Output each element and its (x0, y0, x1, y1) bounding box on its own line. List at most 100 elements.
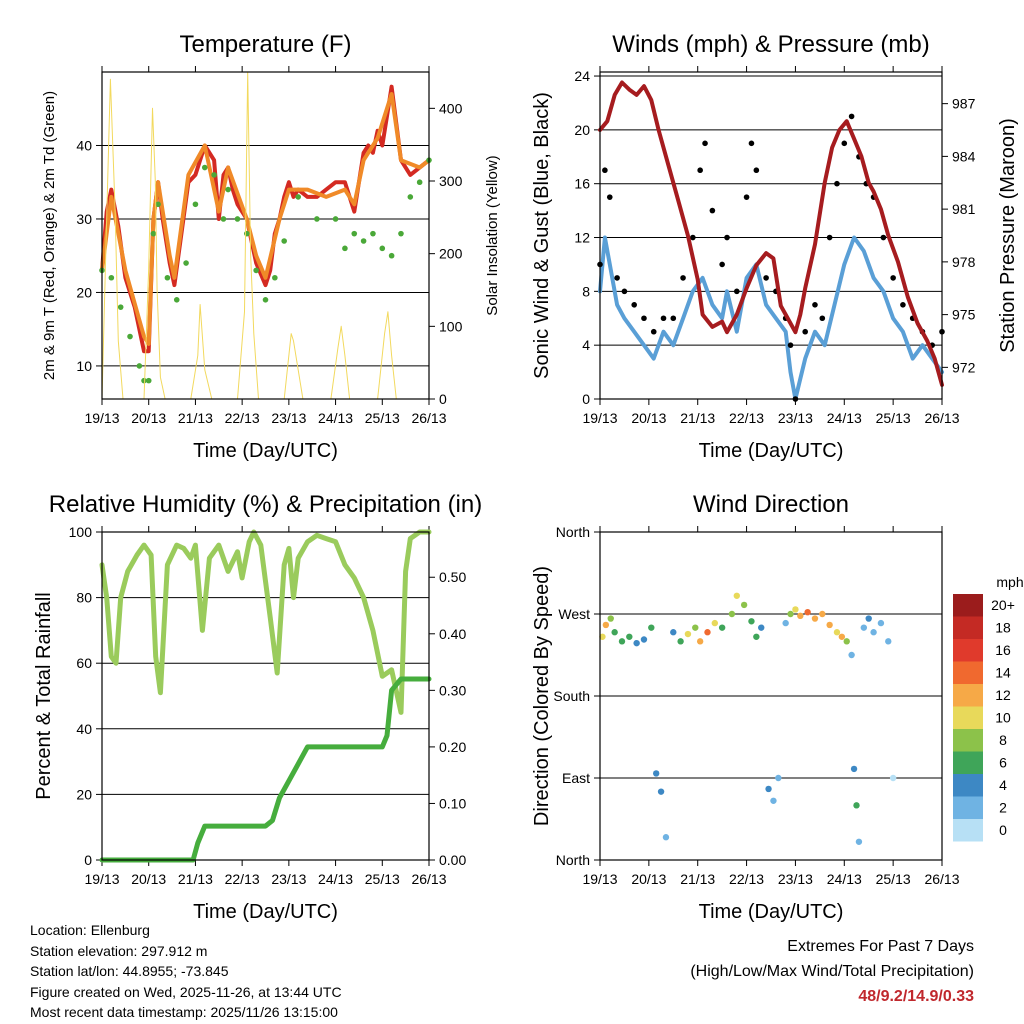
y-tick-label-right: 400 (439, 100, 463, 116)
colorbar-label: 14 (995, 665, 1011, 681)
series-point (173, 296, 180, 303)
y-tick-label-right: 978 (952, 254, 976, 270)
series-point (826, 234, 833, 241)
colorbar-title: mph (996, 574, 1023, 590)
x-tick-label: 21/13 (178, 410, 213, 426)
y-tick-label: 20 (76, 786, 92, 802)
series-point (244, 230, 250, 237)
series-point (702, 140, 708, 147)
y-axis-label-right: Station Pressure (Maroon) (997, 118, 1019, 353)
series-point (602, 167, 608, 174)
scatter-point (657, 788, 665, 795)
series-point (220, 216, 227, 222)
y-tick-label: East (562, 770, 590, 786)
scatter-point (782, 619, 789, 627)
series-point (690, 234, 696, 241)
x-tick-label: 19/13 (582, 871, 617, 887)
y-tick-label: 60 (76, 655, 92, 671)
series-point (136, 363, 143, 369)
x-tick-label: 25/13 (365, 410, 400, 426)
series-point (127, 333, 133, 340)
series-point (819, 315, 826, 322)
y-tick-label: 40 (76, 137, 92, 153)
colorbar-swatch (953, 819, 983, 842)
scatter-point (633, 639, 640, 647)
series-point (841, 140, 848, 147)
scatter-point (718, 624, 726, 631)
scatter-point (870, 629, 877, 636)
y-tick-label-right: 972 (952, 359, 976, 375)
scatter-point (684, 630, 692, 638)
scatter-point (853, 802, 860, 809)
scatter-point (648, 624, 655, 631)
plot-frame (101, 531, 430, 861)
series-point (734, 288, 740, 295)
series-point (787, 342, 794, 348)
scatter-point (711, 619, 719, 627)
y-tick-label: 0 (582, 391, 590, 407)
series-line (99, 529, 432, 715)
scatter-point (885, 638, 892, 645)
scatter-point (753, 633, 760, 640)
series-point (614, 275, 620, 281)
extremes-subtitle: (High/Low/Max Wind/Total Precipitation) (690, 963, 974, 980)
series-point (890, 275, 896, 281)
y-tick-label: North (556, 852, 590, 868)
y-tick-label: 80 (76, 590, 92, 606)
scatter-point (826, 621, 833, 629)
colorbar-swatch (953, 729, 983, 752)
series-point (262, 296, 269, 303)
chart-title: Relative Humidity (%) & Precipitation (i… (49, 491, 482, 518)
scatter-point (733, 592, 740, 599)
scatter-point (599, 633, 606, 640)
scatter-point (748, 618, 755, 625)
series-point (680, 275, 686, 281)
scatter-point (692, 624, 699, 631)
y-tick-label: West (558, 606, 590, 622)
y-tick-label-right: 100 (439, 318, 463, 334)
y-axis-label: Sonic Wind & Gust (Blue, Black) (531, 92, 553, 379)
series-line (598, 80, 944, 387)
series-point (697, 167, 703, 174)
station-latlon: Station lat/lon: 44.8955; -73.845 (30, 963, 229, 979)
scatter-point (626, 633, 633, 640)
scatter-point (848, 651, 855, 659)
x-axis-label: Time (Day/UTC) (193, 440, 338, 462)
y-tick-label-right: 0.20 (439, 739, 466, 755)
scatter-point (607, 615, 614, 622)
scatter-point (677, 638, 684, 645)
series-point (117, 304, 124, 310)
series-point (650, 328, 657, 335)
scatter-point (855, 838, 863, 845)
x-tick-label: 24/13 (318, 410, 353, 426)
scatter-point (819, 610, 826, 618)
y-tick-label-right: 200 (439, 246, 463, 262)
colorbar-label: 2 (999, 800, 1007, 816)
x-tick-label: 19/13 (84, 410, 119, 426)
colorbar-swatch (953, 639, 983, 662)
y-tick-label: 4 (582, 337, 590, 353)
y-axis-label-right: Solar Insolation (Yellow) (484, 155, 501, 315)
colorbar-swatch (953, 594, 983, 617)
panel-4 (594, 526, 983, 866)
series-point (670, 315, 677, 322)
x-tick-label: 20/13 (131, 871, 166, 887)
y-tick-label-right: 0.10 (439, 795, 466, 811)
series-point (834, 180, 840, 187)
series-point (880, 234, 887, 241)
series-point (748, 140, 755, 147)
series-point (812, 302, 818, 308)
colorbar-label: 16 (995, 642, 1011, 658)
x-tick-label: 23/13 (778, 410, 813, 426)
y-tick-label: 30 (76, 211, 92, 227)
y-tick-label-right: 0.00 (439, 852, 466, 868)
series-point (660, 315, 667, 322)
series-point (719, 261, 725, 268)
scatter-point (662, 834, 670, 841)
colorbar-swatch (953, 661, 983, 684)
x-tick-label: 26/13 (924, 871, 959, 887)
station-info: Location: Ellenburg Station elevation: 2… (30, 920, 342, 1023)
x-tick-label: 19/13 (582, 410, 617, 426)
y-tick-label-right: 0.50 (439, 569, 466, 585)
series-point (641, 315, 647, 322)
